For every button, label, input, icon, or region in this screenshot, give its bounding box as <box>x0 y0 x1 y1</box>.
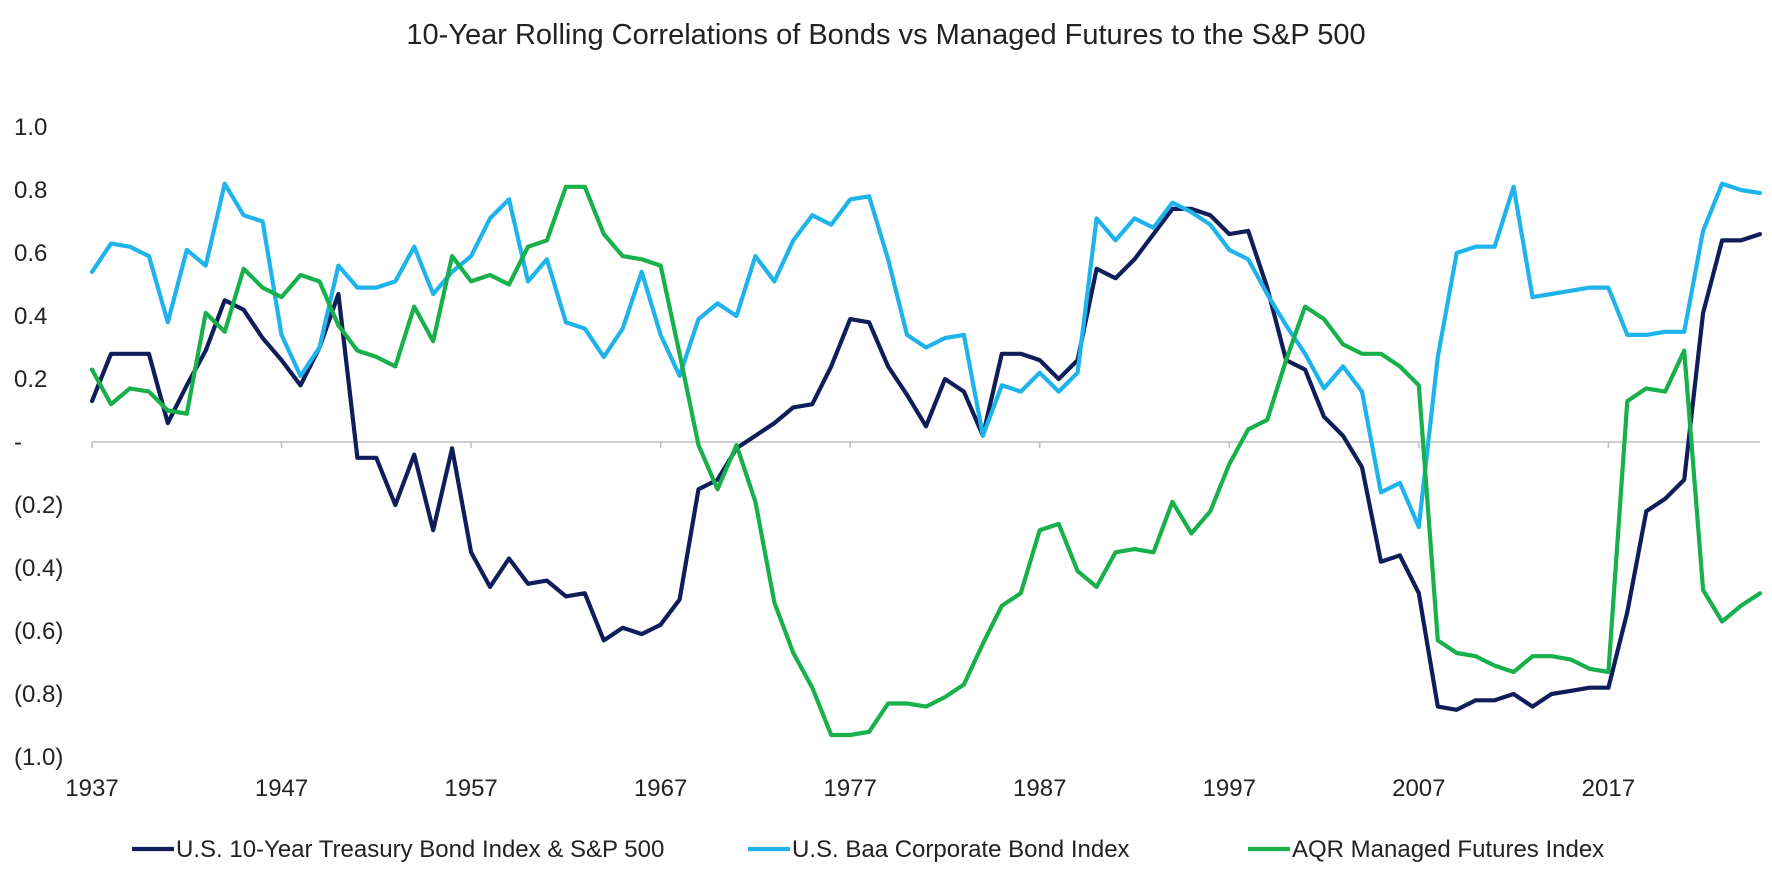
y-tick-label: (1.0) <box>14 744 63 771</box>
legend-label: AQR Managed Futures Index <box>1292 836 1604 863</box>
y-tick-label: 1.0 <box>14 114 47 141</box>
x-tick-label: 1987 <box>1013 775 1066 802</box>
x-tick-label: 1967 <box>634 775 687 802</box>
y-tick-label: (0.6) <box>14 618 63 645</box>
y-tick-label: 0.8 <box>14 177 47 204</box>
x-tick-label: 2007 <box>1392 775 1445 802</box>
y-tick-label: (0.4) <box>14 555 63 582</box>
y-tick-label: 0.2 <box>14 366 47 393</box>
y-tick-label: 0.6 <box>14 240 47 267</box>
legend-label: U.S. 10-Year Treasury Bond Index & S&P 5… <box>176 836 664 863</box>
series-lines <box>89 181 1763 738</box>
y-tick-label: (0.8) <box>14 681 63 708</box>
x-tick-label: 1937 <box>65 775 118 802</box>
x-tick-label: 1997 <box>1203 775 1256 802</box>
y-tick-label: - <box>14 429 22 456</box>
series-line-3 <box>89 184 1763 738</box>
x-tick-label: 2017 <box>1582 775 1635 802</box>
legend: U.S. 10-Year Treasury Bond Index & S&P 5… <box>132 836 1604 863</box>
series-line-1 <box>89 206 1763 712</box>
series-line-2 <box>89 181 1763 530</box>
x-axis: 1937 1947 1957 1967 1977 1987 1997 2007 2017 <box>65 441 1760 802</box>
chart-title: 10-Year Rolling Correlations of Bonds vs… <box>406 19 1365 51</box>
legend-label: U.S. Baa Corporate Bond Index <box>792 836 1130 863</box>
y-tick-label: 0.4 <box>14 303 47 330</box>
y-tick-label: (0.2) <box>14 492 63 519</box>
x-tick-label: 1977 <box>823 775 876 802</box>
x-tick-label: 1957 <box>444 775 497 802</box>
x-tick-label: 1947 <box>255 775 308 802</box>
y-axis-ticks: 1.0 0.8 0.6 0.4 0.2 - (0.2) (0.4) (0.6) (0.8) (1.0… <box>14 114 63 771</box>
